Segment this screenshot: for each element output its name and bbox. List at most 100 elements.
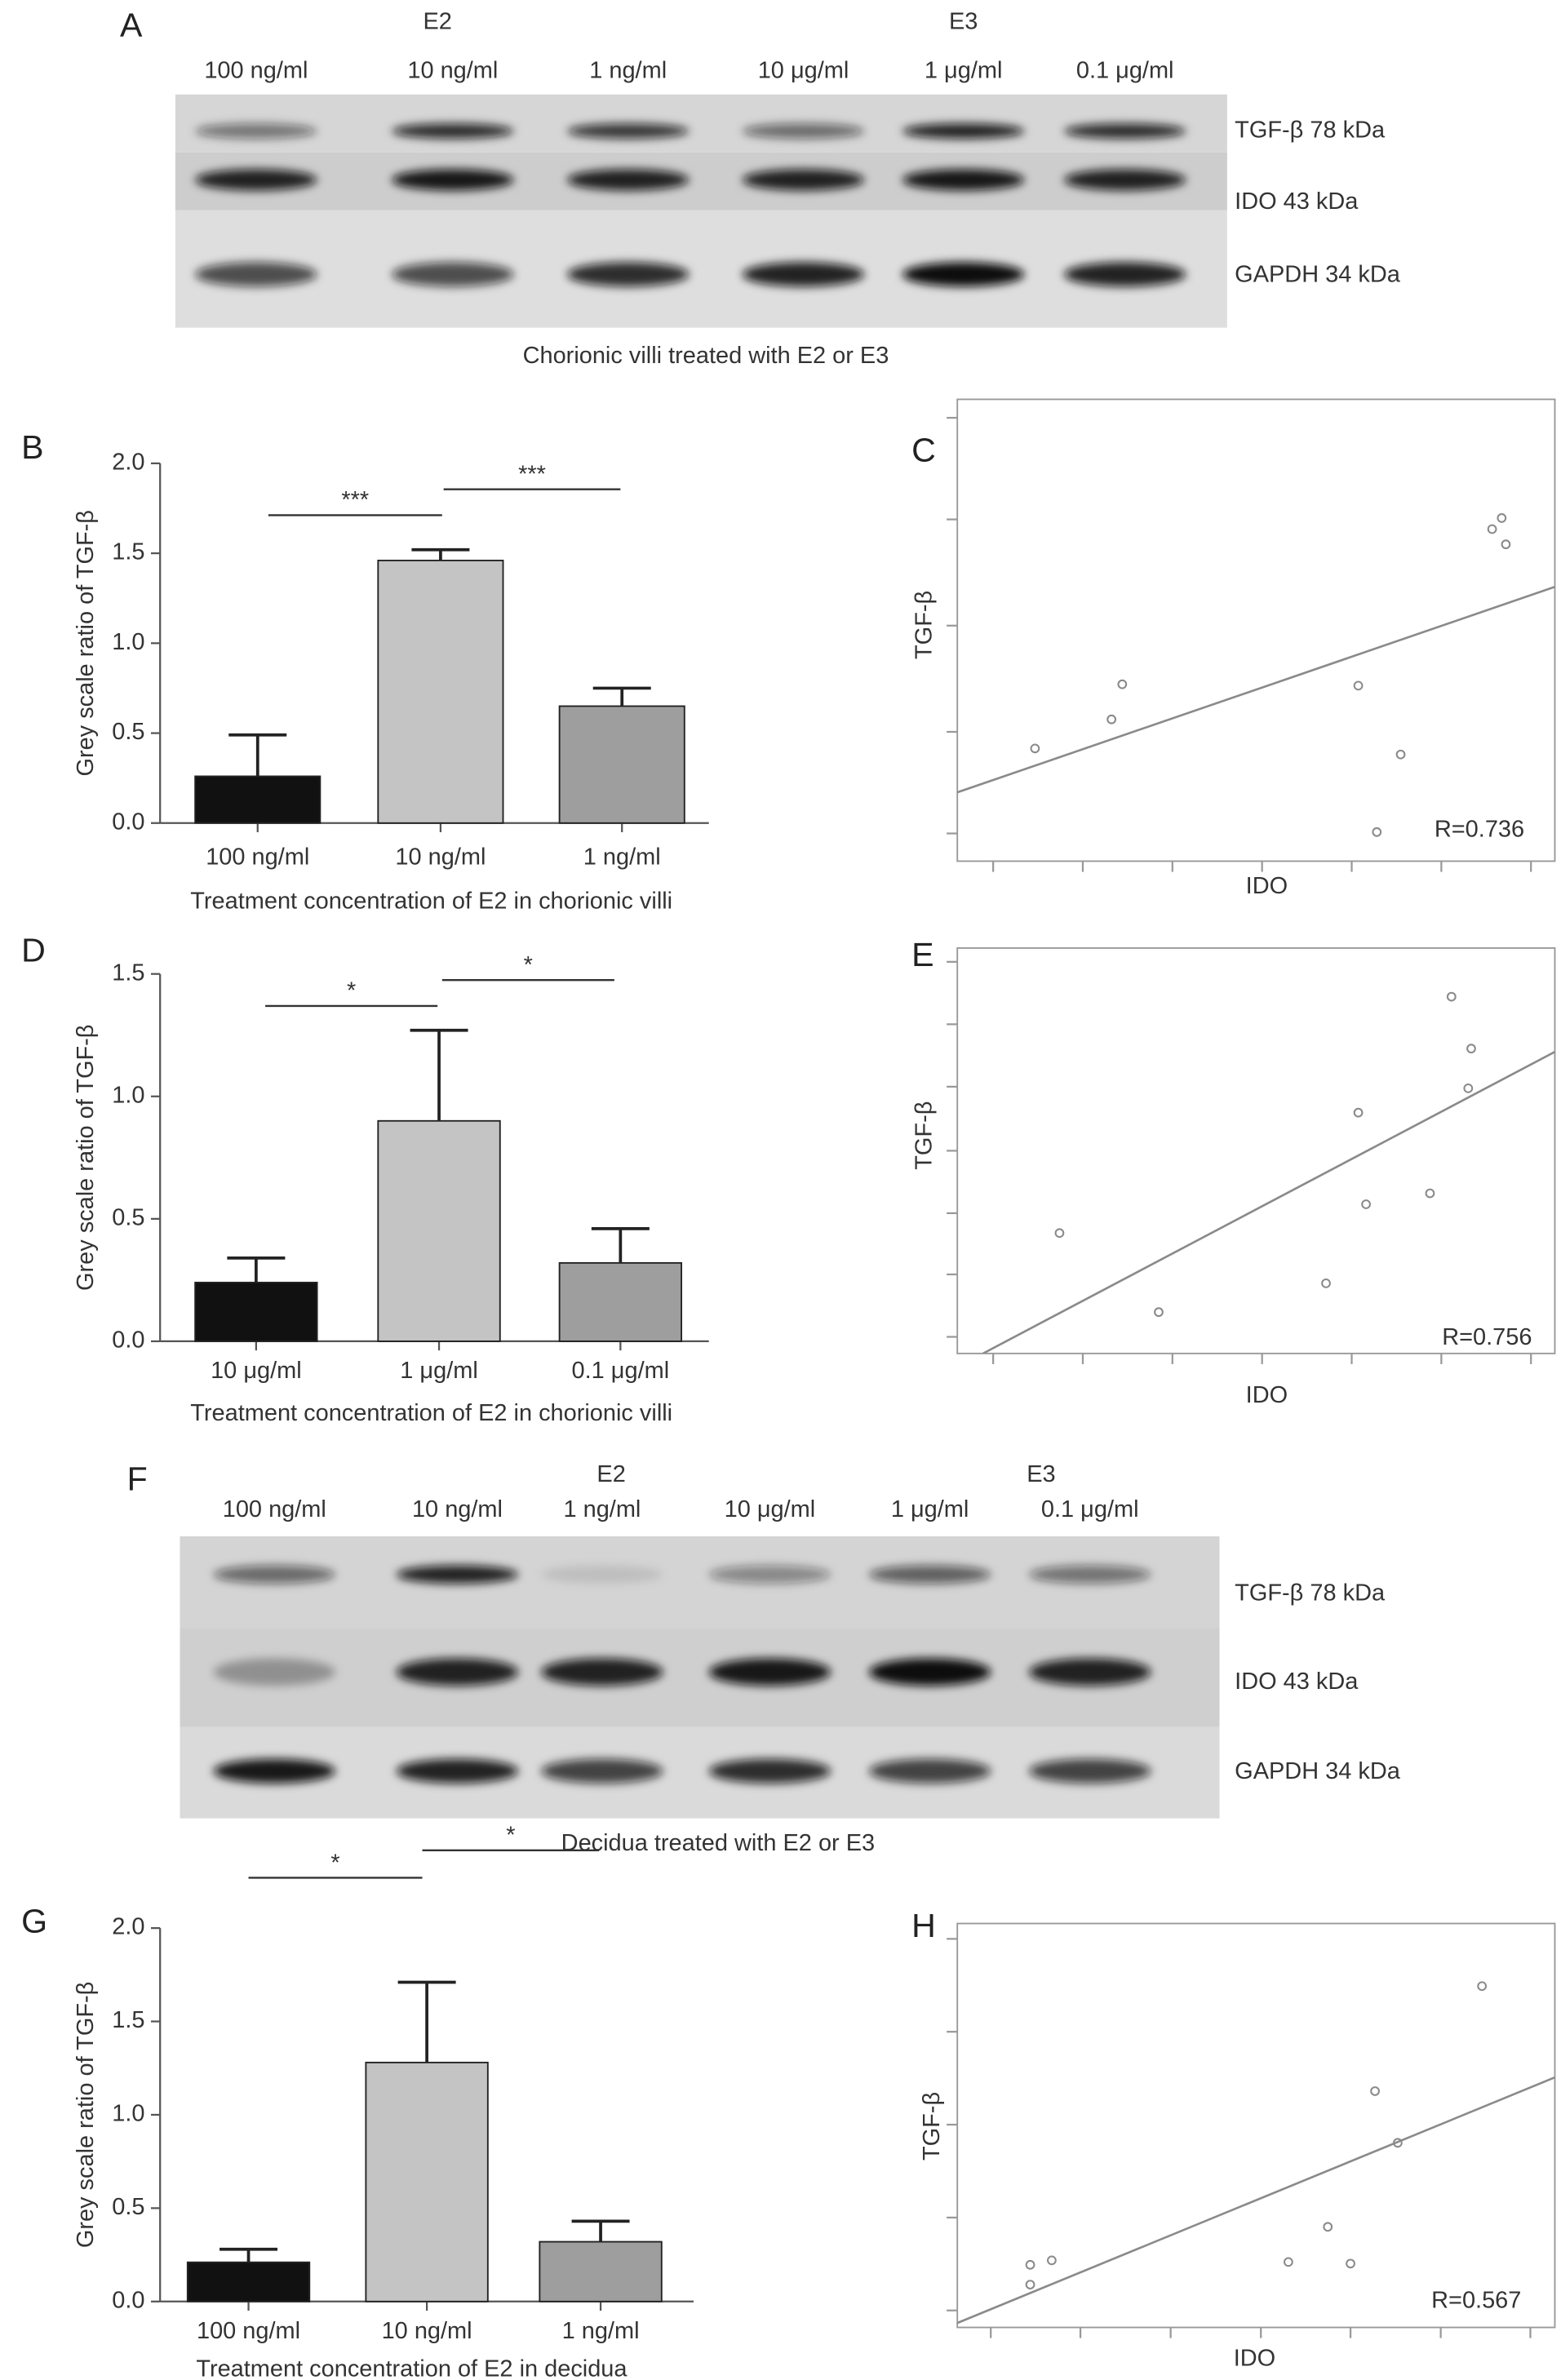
blot-band bbox=[541, 1658, 663, 1686]
significance-label: * bbox=[506, 1823, 515, 1849]
blot-band bbox=[868, 1658, 991, 1686]
blot-band bbox=[1028, 1758, 1151, 1784]
scatter-point bbox=[1477, 1981, 1488, 1992]
x-tick-label: 10 μg/ml bbox=[211, 1358, 302, 1384]
scatter-point bbox=[1501, 539, 1511, 550]
scatter-point bbox=[1353, 680, 1364, 691]
band-label: IDO 43 kDa bbox=[1235, 1669, 1359, 1695]
bar bbox=[377, 559, 504, 824]
blot-band bbox=[396, 1658, 519, 1686]
y-tick-label: 0.0 bbox=[112, 809, 144, 835]
scatter-point bbox=[1393, 2138, 1403, 2148]
scatter-point bbox=[1372, 827, 1382, 837]
blot-band bbox=[213, 1565, 336, 1584]
blot-band bbox=[1063, 169, 1186, 191]
y-axis-label: Grey scale ratio of TGF-β bbox=[73, 1982, 99, 2248]
blot-band bbox=[195, 169, 317, 191]
blot-caption: Chorionic villi treated with E2 or E3 bbox=[523, 343, 889, 369]
lane-label: 0.1 μg/ml bbox=[1076, 57, 1174, 83]
blot-band bbox=[392, 123, 514, 139]
scatter-point bbox=[1321, 1279, 1331, 1288]
blot-caption: Decidua treated with E2 or E3 bbox=[561, 1830, 875, 1856]
scatter-point bbox=[1353, 1107, 1364, 1118]
x-tick-label: 1 μg/ml bbox=[400, 1358, 477, 1384]
blot-band bbox=[396, 1758, 519, 1784]
error-bar bbox=[571, 2219, 630, 2242]
blot-band bbox=[742, 169, 865, 191]
lane-label: 10 μg/ml bbox=[758, 57, 849, 83]
trendline bbox=[982, 1050, 1555, 1354]
scatter-point bbox=[1466, 1044, 1476, 1054]
y-axis-label: TGF-β bbox=[919, 2092, 945, 2161]
y-tick-label: 1.0 bbox=[112, 629, 144, 655]
blot-band bbox=[1063, 262, 1186, 287]
x-tick-label: 1 ng/ml bbox=[583, 844, 661, 870]
group-label: E3 bbox=[1027, 1461, 1055, 1487]
y-tick-label: 1.5 bbox=[112, 2007, 144, 2033]
significance-label: * bbox=[347, 978, 356, 1004]
scatter-point bbox=[1054, 1228, 1065, 1239]
blot-strip bbox=[175, 210, 1227, 328]
y-axis-label: TGF-β bbox=[911, 591, 938, 659]
annotation: R=0.736 bbox=[1435, 817, 1524, 843]
lane-label: 10 μg/ml bbox=[725, 1496, 816, 1522]
blot-band bbox=[566, 123, 690, 139]
scatter-point bbox=[1361, 1199, 1371, 1209]
scatter-point bbox=[1323, 2222, 1333, 2232]
significance-label: * bbox=[524, 952, 533, 978]
scatter-point bbox=[1463, 1083, 1474, 1093]
y-tick-label: 0.0 bbox=[112, 2287, 144, 2313]
scatter-point bbox=[1346, 2258, 1355, 2269]
bar bbox=[377, 1119, 501, 1342]
blot-band bbox=[902, 123, 1025, 139]
error-bar bbox=[411, 547, 470, 561]
x-tick-label: 0.1 μg/ml bbox=[572, 1358, 670, 1384]
blot-strip bbox=[180, 1536, 1220, 1629]
blot-band bbox=[195, 262, 317, 287]
significance-label: *** bbox=[341, 487, 369, 513]
x-tick-label: 10 ng/ml bbox=[382, 2318, 472, 2344]
y-tick-label: 0.5 bbox=[112, 1204, 144, 1230]
scatter-point bbox=[1047, 2255, 1057, 2266]
scatter-point bbox=[1487, 524, 1497, 534]
scatter-point bbox=[1283, 2257, 1293, 2267]
significance-label: * bbox=[330, 1850, 339, 1876]
trendline bbox=[957, 586, 1555, 794]
blot-band bbox=[541, 1565, 663, 1584]
blot-band bbox=[396, 1565, 519, 1584]
blot-band bbox=[1028, 1658, 1151, 1686]
panel-letter: F bbox=[127, 1460, 148, 1498]
error-bar bbox=[228, 733, 287, 777]
x-axis-label: Treatment concentration of E2 in chorion… bbox=[190, 1400, 672, 1426]
scatter-point bbox=[1497, 513, 1507, 523]
bar bbox=[194, 1281, 318, 1342]
y-axis-label: Grey scale ratio of TGF-β bbox=[73, 510, 99, 776]
scatter-point bbox=[1030, 743, 1040, 754]
lane-label: 1 μg/ml bbox=[891, 1496, 969, 1522]
group-label: E2 bbox=[423, 9, 451, 35]
plot-frame bbox=[956, 398, 1556, 862]
blot-band bbox=[195, 123, 317, 139]
blot-strip bbox=[175, 152, 1227, 211]
lane-label: 10 ng/ml bbox=[407, 57, 498, 83]
bar bbox=[194, 775, 322, 824]
x-axis-label: IDO bbox=[1246, 873, 1288, 899]
lane-label: 100 ng/ml bbox=[223, 1496, 326, 1522]
panel-letter: E bbox=[911, 936, 933, 973]
blot-band bbox=[868, 1758, 991, 1784]
blot-band bbox=[566, 169, 690, 191]
panel-letter: C bbox=[911, 432, 936, 469]
y-tick-label: 0.0 bbox=[112, 1327, 144, 1354]
blot-band bbox=[868, 1565, 991, 1584]
x-axis-label: Treatment concentration of E2 in decidua bbox=[196, 2356, 628, 2380]
scatter-point bbox=[1117, 679, 1128, 689]
band-label: TGF-β 78 kDa bbox=[1235, 1580, 1386, 1607]
blot-strip bbox=[175, 94, 1227, 153]
significance-label: *** bbox=[518, 461, 546, 487]
annotation: R=0.756 bbox=[1442, 1324, 1532, 1350]
y-tick-label: 1.5 bbox=[112, 539, 144, 565]
scatter-point bbox=[1025, 2280, 1035, 2289]
blot-band bbox=[708, 1658, 831, 1686]
